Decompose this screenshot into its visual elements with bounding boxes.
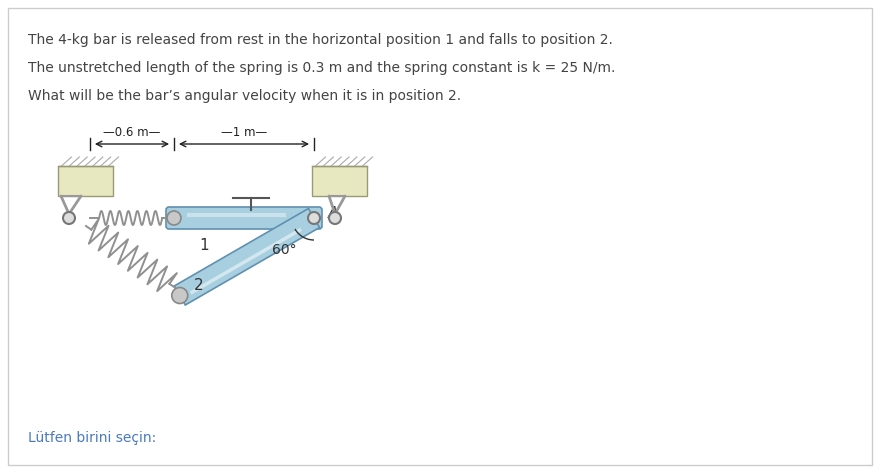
Text: Lütfen birini seçin:: Lütfen birini seçin:	[28, 431, 157, 445]
Text: 60°: 60°	[272, 243, 297, 257]
Text: The 4-kg bar is released from rest in the horizontal position 1 and falls to pos: The 4-kg bar is released from rest in th…	[28, 33, 612, 47]
Circle shape	[63, 212, 75, 224]
Polygon shape	[174, 209, 319, 305]
Text: —0.6 m—: —0.6 m—	[103, 126, 161, 139]
Circle shape	[172, 288, 187, 304]
Circle shape	[167, 211, 181, 225]
Text: 2: 2	[194, 278, 203, 293]
Text: The unstretched length of the spring is 0.3 m and the spring constant is k = 25 : The unstretched length of the spring is …	[28, 61, 615, 75]
Text: 1: 1	[199, 238, 209, 254]
Text: What will be the bar’s angular velocity when it is in position 2.: What will be the bar’s angular velocity …	[28, 89, 461, 103]
FancyBboxPatch shape	[166, 207, 322, 229]
Text: —1 m—: —1 m—	[221, 126, 268, 139]
Bar	[312, 166, 366, 196]
Bar	[57, 166, 113, 196]
Circle shape	[329, 212, 341, 224]
Circle shape	[308, 212, 320, 224]
Text: A: A	[328, 205, 339, 220]
